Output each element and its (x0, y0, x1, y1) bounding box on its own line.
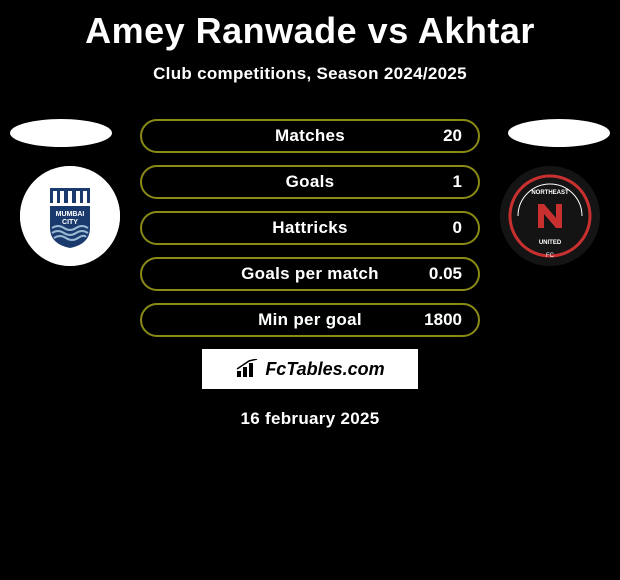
stat-right-value: 1 (453, 172, 462, 192)
stat-right-value: 1800 (424, 310, 462, 330)
svg-text:UNITED: UNITED (539, 240, 562, 246)
player-photo-left (10, 119, 112, 147)
stat-label: Matches (142, 126, 478, 146)
stat-row: Min per goal 1800 (140, 303, 480, 337)
stat-label: Goals (142, 172, 478, 192)
subtitle: Club competitions, Season 2024/2025 (0, 64, 620, 84)
page-title: Amey Ranwade vs Akhtar (0, 0, 620, 52)
svg-text:MUMBAI: MUMBAI (56, 211, 85, 218)
svg-text:CITY: CITY (62, 219, 78, 226)
comparison-content: MUMBAI CITY NORTHEAST UNITED FC Matches … (0, 119, 620, 429)
stat-label: Goals per match (142, 264, 478, 284)
club-badge-right: NORTHEAST UNITED FC (500, 166, 600, 266)
stat-row: Goals per match 0.05 (140, 257, 480, 291)
stat-right-value: 0 (453, 218, 462, 238)
club-badge-left: MUMBAI CITY (20, 166, 120, 266)
stat-row: Hattricks 0 (140, 211, 480, 245)
chart-icon (235, 359, 261, 379)
player-photo-right (508, 119, 610, 147)
branding-text: FcTables.com (265, 359, 384, 380)
stat-row: Matches 20 (140, 119, 480, 153)
stat-right-value: 0.05 (429, 264, 462, 284)
date-text: 16 february 2025 (0, 409, 620, 429)
stat-label: Hattricks (142, 218, 478, 238)
stat-right-value: 20 (443, 126, 462, 146)
stats-table: Matches 20 Goals 1 Hattricks 0 Goals per… (140, 119, 480, 337)
branding-box: FcTables.com (202, 349, 418, 389)
svg-text:NORTHEAST: NORTHEAST (531, 190, 569, 196)
stat-row: Goals 1 (140, 165, 480, 199)
svg-text:FC: FC (546, 253, 555, 259)
